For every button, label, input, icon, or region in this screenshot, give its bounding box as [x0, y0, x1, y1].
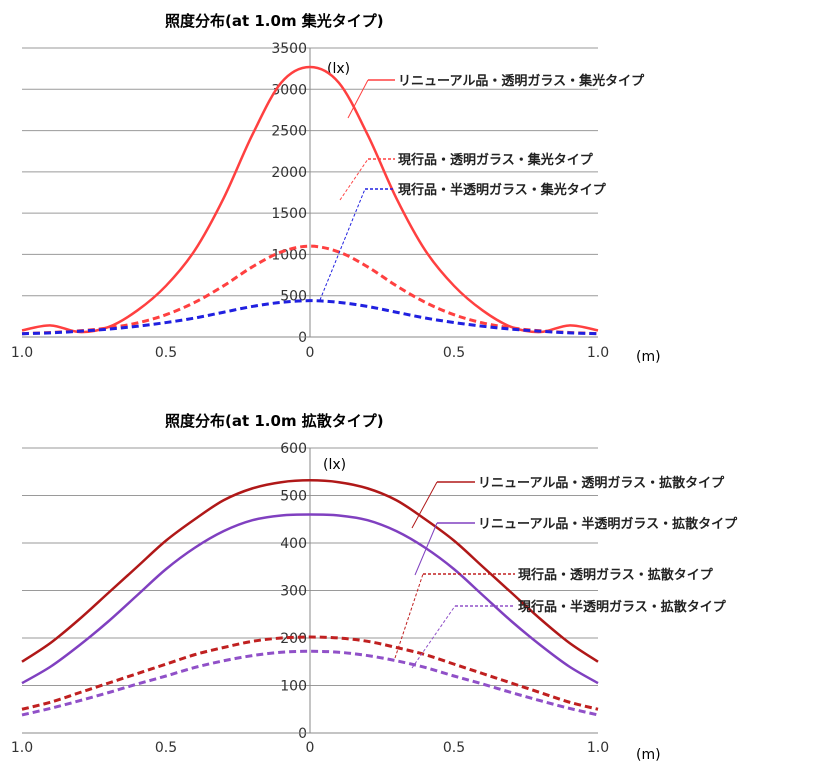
y-tick-label: 3500 [271, 41, 307, 57]
x-tick-label: 0.5 [443, 345, 465, 361]
legend-leader-line [339, 158, 369, 201]
legend-leader-line [414, 522, 438, 576]
y-tick-label: 0 [298, 726, 307, 742]
y-tick-label: 2000 [271, 165, 307, 181]
chart1-title: 照度分布(at 1.0m 集光タイプ) [165, 12, 384, 30]
series-line-2 [21, 244, 599, 336]
legend-label: 現行品・半透明ガラス・集光タイプ [398, 182, 607, 198]
series-line-1 [21, 479, 599, 663]
y-tick-label: 3000 [271, 82, 307, 98]
y-tick-label: 1000 [271, 247, 307, 263]
legend-label: リニューアル品・透明ガラス・拡散タイプ [478, 475, 725, 491]
x-tick-label: 1.0 [587, 740, 609, 756]
series-line-2 [21, 513, 599, 685]
chart2-title: 照度分布(at 1.0m 拡散タイプ) [165, 412, 384, 430]
x-tick-label: 0 [306, 345, 315, 361]
x-tick-label: 0.5 [155, 740, 177, 756]
chart2-x-unit: (m) [636, 747, 661, 763]
chart1-x-unit: (m) [636, 349, 661, 365]
legend-label: 現行品・半透明ガラス・拡散タイプ [518, 599, 727, 615]
chart2-plot: 0 100 200 300 400 500 600 1.0 0.5 0 0.5 1.0 リニューアル品・… [11, 441, 738, 756]
legend-label: リニューアル品・半透明ガラス・拡散タイプ [478, 516, 738, 532]
x-tick-label: 1.0 [11, 740, 33, 756]
legend-leader-line [347, 79, 369, 119]
legend-leader-line [411, 481, 438, 529]
y-tick-label: 2500 [271, 124, 307, 140]
y-tick-label: 300 [280, 584, 307, 600]
y-tick-label: 0 [298, 330, 307, 346]
legend-leader-line [411, 605, 456, 669]
series-line-3 [21, 635, 599, 711]
legend-label: 現行品・透明ガラス・拡散タイプ [518, 567, 714, 583]
y-tick-label: 1500 [271, 206, 307, 222]
y-tick-label: 500 [280, 489, 307, 505]
x-tick-label: 1.0 [11, 345, 33, 361]
chart1-y-unit: (lx) [327, 61, 350, 77]
legend-label: 現行品・透明ガラス・集光タイプ [398, 152, 594, 168]
x-tick-label: 0.5 [443, 740, 465, 756]
y-tick-label: 400 [280, 536, 307, 552]
x-tick-label: 0 [306, 740, 315, 756]
legend-label: リニューアル品・透明ガラス・集光タイプ [398, 73, 645, 89]
x-tick-label: 0.5 [155, 345, 177, 361]
legend-leader-line [394, 573, 424, 659]
y-tick-label: 200 [280, 631, 307, 647]
x-tick-label: 1.0 [587, 345, 609, 361]
series-line-3 [21, 299, 599, 336]
y-tick-label: 600 [280, 441, 307, 457]
chart2-y-unit: (lx) [323, 457, 346, 473]
y-tick-label: 100 [280, 679, 307, 695]
legend-leader-line [319, 188, 366, 301]
series-line-1 [21, 65, 599, 334]
